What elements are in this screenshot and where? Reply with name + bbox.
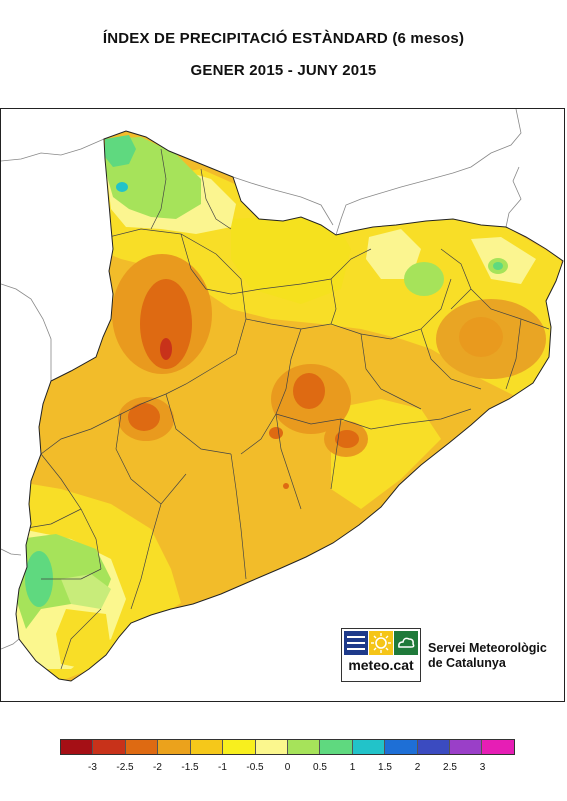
spi-map	[0, 108, 565, 702]
spi-color-field	[16, 131, 563, 681]
legend-color-cell	[190, 740, 224, 754]
legend-tick-label: 0	[284, 762, 291, 773]
legend-color-cell	[320, 740, 353, 754]
legend-tick-label: -2.5	[116, 762, 134, 773]
legend-color-cell	[450, 740, 483, 754]
legend-tick-label: -0.5	[246, 762, 264, 773]
legend-color-cell	[125, 740, 159, 754]
catalonia-outline	[15, 130, 564, 682]
logo-blue-square	[344, 631, 368, 655]
org-name-line2: de Catalunya	[428, 656, 506, 670]
map-title: ÍNDEX DE PRECIPITACIÓ ESTÀNDARD (6 mesos…	[102, 30, 465, 47]
legend-tick-label: 0.5	[313, 762, 327, 773]
legend-color-cell	[61, 740, 94, 754]
legend-tick-label: 2	[414, 762, 421, 773]
legend-color-cell	[158, 740, 191, 754]
meteocat-logo: meteo.cat	[341, 628, 421, 682]
legend-tick-label: 1.5	[378, 762, 392, 773]
legend-color-cell	[223, 740, 256, 754]
map-subtitle-period: GENER 2015 - JUNY 2015	[190, 62, 377, 79]
comarca-borders	[20, 148, 550, 670]
legend-color-bar	[60, 739, 515, 755]
logo-text: meteo.cat	[348, 657, 414, 673]
legend-tick-label: 2.5	[443, 762, 457, 773]
cloud-icon	[394, 631, 418, 655]
legend-color-cell	[352, 740, 386, 754]
legend-color-cell	[255, 740, 288, 754]
legend-color-cell	[482, 740, 514, 754]
legend-tick-label: -3	[88, 762, 97, 773]
legend-tick-label: 3	[479, 762, 486, 773]
sun-icon	[369, 631, 393, 655]
legend-color-cell	[385, 740, 418, 754]
legend-color-cell	[417, 740, 451, 754]
org-name-line1: Servei Meteorològic	[428, 641, 547, 655]
legend-tick-label: -1	[218, 762, 227, 773]
legend-tick-label: -1.5	[181, 762, 199, 773]
legend-color-cell	[93, 740, 126, 754]
legend-color-cell	[287, 740, 321, 754]
legend-labels: -3 -2.5 -2 -1.5 -1 -0.5 0 0.5 1 1.5 2 2.5 3	[0, 762, 567, 776]
legend-tick-label: 1	[349, 762, 356, 773]
legend-tick-label: -2	[153, 762, 162, 773]
